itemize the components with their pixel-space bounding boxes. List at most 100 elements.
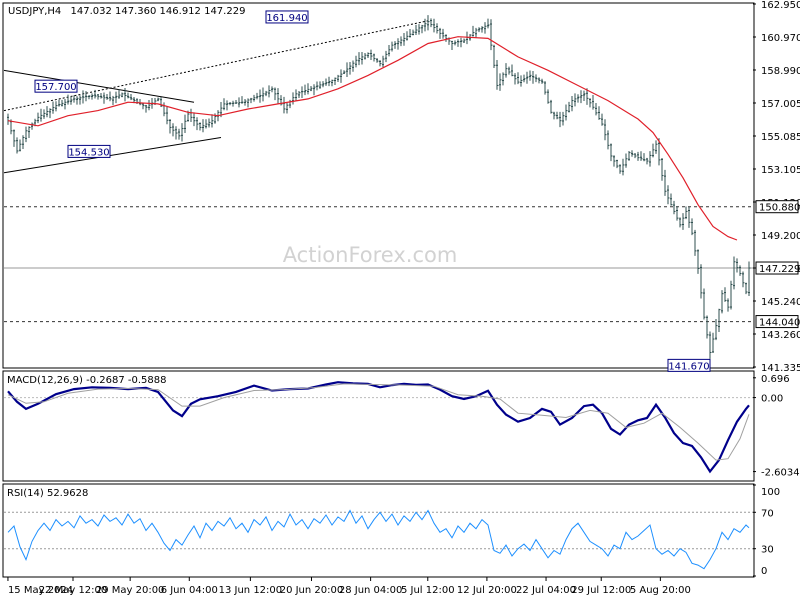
candle: [403, 33, 406, 46]
candle: [376, 57, 379, 63]
candle: [529, 70, 532, 81]
trendlines: [3, 20, 429, 174]
candle: [67, 94, 70, 105]
candle: [235, 100, 238, 105]
candle: [328, 76, 331, 87]
candle: [547, 89, 550, 104]
candle: [709, 331, 712, 359]
candle: [577, 94, 580, 103]
candle: [346, 62, 349, 77]
macd-signal-line: [7, 383, 750, 461]
candle: [46, 106, 49, 118]
price-panel-frame: [2, 2, 755, 369]
candle: [274, 87, 277, 101]
candle: [61, 99, 64, 107]
candle: [397, 38, 400, 50]
candle: [100, 92, 103, 99]
trendline-2: [3, 20, 429, 112]
candle: [700, 264, 703, 299]
price-y-tick-label: 157.005: [761, 99, 800, 110]
candle: [76, 96, 79, 105]
x-tick-label: 5 Jul 12:00: [401, 585, 455, 596]
candle: [316, 81, 319, 91]
macd-y-tick-label: 0.696: [761, 374, 790, 385]
candle: [562, 111, 565, 126]
candle: [508, 66, 511, 75]
candle: [127, 92, 130, 99]
candle: [70, 96, 73, 105]
candle: [58, 99, 61, 107]
candle: [385, 50, 388, 63]
candle: [145, 104, 148, 113]
price-y-axis: 162.950 160.970 158.990 157.005 155.085 153.1…: [753, 0, 800, 374]
ohlc-values: 147.032 147.360 146.912 147.229: [70, 6, 245, 17]
candle: [298, 91, 301, 98]
candle: [361, 52, 364, 65]
candle: [526, 71, 529, 84]
candle: [394, 41, 397, 49]
candle: [679, 217, 682, 228]
candle: [622, 158, 625, 176]
price-y-tick-label: 153.105: [761, 165, 800, 176]
candle: [304, 84, 307, 96]
rsi-y-axis: 100 70 30 0: [753, 484, 780, 577]
candle: [721, 290, 724, 314]
price-y-tick-label: 155.085: [761, 132, 800, 143]
candle: [142, 102, 145, 110]
candle: [628, 151, 631, 161]
candle: [223, 98, 226, 111]
candle: [733, 256, 736, 290]
candle: [358, 52, 361, 66]
candle: [349, 61, 352, 75]
candle: [19, 139, 22, 152]
moving-average: [7, 36, 738, 241]
candle: [718, 308, 721, 333]
candle: [379, 60, 382, 67]
candle: [310, 85, 313, 92]
macd-y-tick-label: -2.6034: [761, 468, 800, 479]
candle: [277, 88, 280, 104]
candle: [478, 27, 481, 33]
candle: [247, 98, 250, 108]
x-tick-label: 6 Jun 04:00: [161, 585, 218, 596]
candle: [121, 92, 124, 98]
candle: [559, 111, 562, 128]
candle: [253, 94, 256, 102]
candle: [13, 129, 16, 147]
candle: [634, 153, 637, 159]
candle: [553, 111, 556, 120]
candle: [31, 122, 34, 130]
candle: [460, 37, 463, 48]
candle: [556, 111, 559, 120]
candle: [616, 159, 619, 169]
candle: [211, 114, 214, 128]
candle: [463, 38, 466, 43]
candle: [130, 94, 133, 101]
candle: [454, 40, 457, 46]
trendline-0: [3, 69, 195, 103]
candle: [472, 25, 475, 37]
candle: [313, 84, 316, 96]
candle: [334, 77, 337, 85]
candle: [619, 164, 622, 174]
candle: [319, 81, 322, 89]
macd-y-axis: 0.696 0.00 -2.6034: [753, 374, 800, 479]
candle: [196, 117, 199, 131]
candle: [589, 98, 592, 108]
candle: [199, 122, 202, 131]
candle: [238, 97, 241, 108]
candle: [343, 70, 346, 75]
candle: [244, 98, 247, 106]
candle: [667, 185, 670, 205]
candle: [652, 143, 655, 158]
level-label-box: [667, 358, 711, 372]
candle: [325, 78, 328, 86]
horizontal-levels: [4, 206, 753, 323]
candle: [49, 108, 52, 119]
candle: [655, 140, 658, 154]
candle: [442, 28, 445, 39]
candle: [106, 93, 109, 100]
candle: [610, 143, 613, 162]
candle: [736, 258, 739, 273]
